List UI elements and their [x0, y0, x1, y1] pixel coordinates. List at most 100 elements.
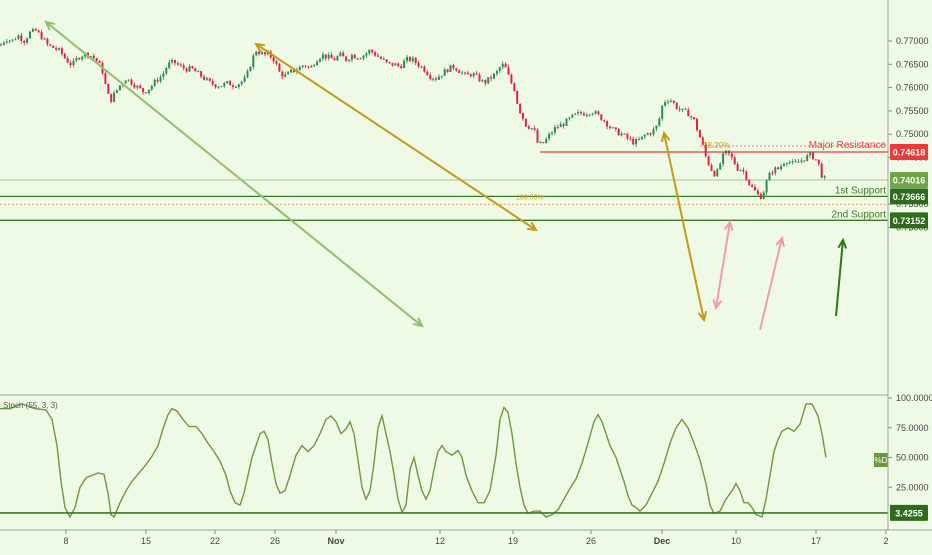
candle-body — [130, 79, 133, 85]
candle-body — [623, 133, 626, 135]
candle-body — [817, 159, 820, 164]
percent-d-badge: %D — [875, 456, 888, 465]
candle-body — [263, 52, 266, 55]
candle-up — [150, 84, 153, 92]
candle-down — [626, 132, 629, 141]
candle-down — [649, 132, 652, 137]
fib-382-label: 38.20% — [703, 141, 730, 150]
candle-up — [168, 59, 171, 70]
candle-body — [739, 169, 742, 171]
candle-up — [58, 47, 60, 51]
candle-body — [585, 114, 588, 116]
candle-body — [81, 56, 84, 60]
candle-body — [243, 77, 246, 82]
candle-body — [472, 73, 475, 77]
candle-down — [475, 70, 478, 76]
candle-up — [319, 57, 321, 63]
candle-body — [794, 161, 797, 163]
candle-up — [432, 77, 435, 82]
pink-arrow-2 — [759, 235, 785, 331]
candle-body — [669, 100, 672, 102]
candle-up — [147, 89, 150, 95]
candle-body — [31, 28, 34, 32]
candle-body — [507, 67, 510, 75]
candle-up — [823, 175, 826, 180]
candle-down — [794, 159, 797, 163]
candle-body — [411, 57, 414, 62]
candle-body — [220, 86, 223, 88]
candle-up — [774, 166, 777, 176]
candle-down — [142, 87, 145, 95]
candle-down — [478, 72, 481, 83]
candle-down — [145, 92, 147, 94]
candle-body — [423, 66, 426, 72]
candle-down — [713, 170, 716, 177]
candle-body — [727, 150, 730, 154]
candle-body — [336, 56, 339, 61]
candle-body — [391, 62, 394, 66]
candle-down — [263, 51, 266, 57]
candle-body — [139, 85, 142, 89]
candle-up — [243, 74, 246, 83]
candle-up — [14, 37, 17, 41]
candle-down — [275, 59, 278, 66]
candle-down — [374, 50, 377, 57]
candle-body — [655, 125, 658, 129]
candle-down — [580, 110, 582, 116]
candle-up — [577, 109, 580, 116]
candle-body — [23, 40, 26, 43]
candle-body — [113, 92, 116, 102]
candle-body — [458, 70, 461, 73]
candle-body — [171, 59, 174, 63]
candle-up — [255, 50, 258, 57]
x-tick-label: 12 — [435, 536, 445, 546]
candle-body — [617, 129, 620, 136]
candle-body — [345, 56, 348, 61]
x-tick-label: 17 — [811, 536, 821, 546]
arrow-shaft — [835, 239, 844, 317]
oscillator-pane[interactable] — [0, 403, 888, 519]
candle-body — [223, 83, 226, 87]
candle-down — [466, 70, 469, 75]
candle-down — [417, 60, 420, 69]
x-tick-label: 8 — [63, 536, 68, 546]
candle-body — [147, 89, 150, 94]
candle-body — [754, 187, 756, 191]
candle-body — [217, 86, 220, 88]
candle-body — [194, 68, 197, 72]
osc-tick-label: 25.0000 — [896, 482, 929, 492]
current-price-badge-bg — [890, 172, 928, 189]
candle-body — [466, 72, 469, 75]
candle-body — [249, 66, 252, 72]
candle-body — [498, 67, 501, 72]
candle-body — [284, 74, 287, 77]
candle-body — [321, 54, 324, 59]
candle-body — [603, 120, 606, 122]
oscillator-level-badge-bg — [890, 504, 928, 521]
x-tick-label: Dec — [654, 536, 671, 546]
candle-down — [185, 67, 188, 73]
candle-body — [98, 60, 101, 64]
candle-body — [725, 150, 727, 154]
candle-up — [780, 163, 783, 171]
candle-body — [359, 58, 362, 60]
candle-body — [664, 101, 667, 106]
candle-down — [214, 83, 217, 89]
candle-body — [385, 59, 388, 63]
candle-body — [809, 152, 812, 156]
candle-up — [43, 37, 46, 40]
candle-down — [693, 116, 696, 120]
candle-up — [127, 79, 130, 82]
candle-down — [617, 127, 620, 136]
x-tick-label: 22 — [210, 536, 220, 546]
candle-body — [701, 137, 704, 145]
candle-body — [429, 75, 432, 79]
candle-down — [414, 56, 417, 66]
price-pane[interactable]: 38.20% 100.00% Major Resistance 1st Support… — [0, 20, 888, 331]
candle-down — [46, 37, 49, 47]
candle-body — [179, 64, 182, 66]
candle-body — [203, 76, 205, 80]
candle-down — [200, 70, 203, 79]
